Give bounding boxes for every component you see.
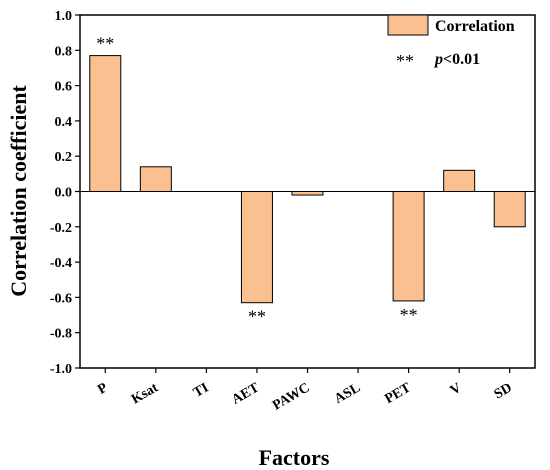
plot-frame [79, 14, 536, 369]
x-tick-label: SD [492, 380, 515, 402]
y-tick-label: -1.0 [50, 362, 72, 377]
x-tick-label: Ksat [129, 380, 161, 407]
significance-mark-p: ** [96, 34, 114, 54]
x-tick-label: AET [230, 380, 263, 408]
significance-mark-aet: ** [248, 307, 266, 327]
x-axis-title: Factors [259, 445, 330, 470]
legend-swatch [387, 14, 429, 36]
y-tick-label: 0.6 [55, 80, 73, 95]
y-axis-ticks: -1.0 -0.8 -0.6 -0.4 -0.2 0.0 0.2 0.4 0.6 0.8 1.0 [50, 9, 80, 377]
y-tick-label: -0.8 [50, 327, 72, 342]
bar-sd [493, 191, 526, 228]
x-tick-label: ASL [332, 380, 363, 407]
x-tick-label: PAWC [270, 380, 312, 413]
bar-v [443, 169, 476, 193]
legend-p-threshold: <0.01 [443, 51, 480, 68]
x-tick-label: PET [383, 380, 415, 407]
bar-pawc [291, 191, 324, 196]
bar-ksat [139, 166, 172, 192]
bar-pet [392, 191, 425, 302]
bars [89, 55, 526, 304]
x-axis-ticks: P Ksat TI AET PAWC ASL PET V SD [95, 368, 515, 414]
y-tick-label: -0.6 [50, 291, 72, 306]
y-tick-label: -0.4 [50, 256, 72, 271]
x-tick-label: TI [191, 380, 211, 400]
bar-p [89, 55, 122, 192]
y-tick-label: 1.0 [55, 9, 73, 24]
y-axis-title: Correlation coefficient [6, 85, 31, 297]
y-tick-label: -0.2 [50, 221, 72, 236]
legend-significance-symbol: ** [396, 51, 414, 71]
legend: Correlation ** p<0.01 [387, 14, 515, 71]
y-tick-label: 0.8 [55, 44, 73, 59]
legend-significance-label: p<0.01 [433, 51, 480, 68]
legend-series-label: Correlation [435, 18, 515, 35]
significance-marks: ** ** ** [96, 34, 417, 327]
significance-mark-pet: ** [400, 305, 418, 325]
y-tick-label: 0.4 [55, 115, 73, 130]
y-tick-label: 0.0 [55, 186, 73, 201]
bar-aet [240, 191, 273, 304]
x-tick-label: V [448, 380, 464, 398]
y-tick-label: 0.2 [55, 150, 73, 165]
x-tick-label: P [95, 380, 110, 397]
legend-p-symbol: p [433, 51, 443, 68]
